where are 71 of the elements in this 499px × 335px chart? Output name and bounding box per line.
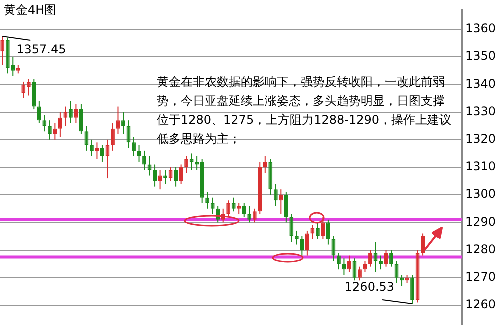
candlestick [132,136,136,157]
y-tick-label: 1300 [465,187,496,202]
y-tick-label: 1350 [465,49,496,64]
candlestick [68,100,73,124]
candlestick [274,184,278,207]
candlestick [263,156,268,174]
candlestick [305,230,310,256]
y-tick-label: 1320 [465,132,496,146]
annotation: 1260.53 [344,280,395,294]
candlestick [210,197,215,215]
candlestick [64,106,68,127]
candlestick [100,144,104,162]
candlestick [184,156,189,174]
candlestick [284,192,288,224]
candlestick [168,167,173,182]
candlestick [368,250,372,268]
candlestick [294,230,299,246]
candlestick [279,189,284,215]
candlestick [74,104,78,124]
candlestick [300,236,304,256]
candlestick [158,170,162,190]
candlestick [53,122,58,140]
candlestick [206,192,210,210]
y-tick-label: 1310 [465,160,496,174]
candlestick [326,219,330,246]
annotation: 1357.45 [16,42,66,57]
candlestick [390,250,394,268]
candlestick [252,208,257,224]
candlestick [342,258,346,276]
y-tick-label: 1330 [465,104,496,118]
candlestick [242,202,246,218]
candlestick [348,255,352,273]
candlestick [142,150,146,171]
candlestick [226,200,231,218]
candlestick [237,202,242,215]
candlestick [122,112,126,135]
candlestick [248,206,252,224]
y-tick-label: 1270 [465,270,496,284]
candlestick [410,274,415,305]
candlestick [95,142,100,160]
candlestick [336,252,341,270]
candlestick [0,36,5,66]
candlestick [11,56,16,77]
y-tick-label: 1360 [465,22,496,36]
candlestick [316,222,320,240]
candlestick [321,216,326,240]
y-tick-label: 1340 [465,76,496,91]
chart-title: 黄金4H图 [4,2,57,19]
candlestick [79,104,84,135]
candlestick [310,224,315,240]
y-tick-label: 1290 [465,214,496,229]
candlestick [232,197,236,212]
candlestick [332,236,336,262]
candlestick [358,266,362,282]
candlestick [179,164,184,185]
candlestick [32,78,36,110]
candlestick [174,167,178,188]
candlestick [421,233,426,256]
y-tick-label: 1280 [465,242,496,256]
candlestick [290,214,294,243]
candlestick [42,114,47,132]
candlestick [153,164,157,188]
candlestick [58,112,62,138]
candlestick [84,126,89,152]
candlestick [37,100,42,124]
candlestick [190,153,194,171]
annotation: 黄金在非农数据的影响下，强势反转收阳，一改此前弱势，今日亚盘延续上涨姿态，多头趋势明显，日图支撑位于1280、1275，上方阻力1288-1290，操作上建议低多思路为主； [157,75,452,146]
candlestick [90,139,94,157]
candlestick [111,122,115,152]
candlestick [48,120,52,140]
y-tick-label: 1260 [465,298,496,312]
